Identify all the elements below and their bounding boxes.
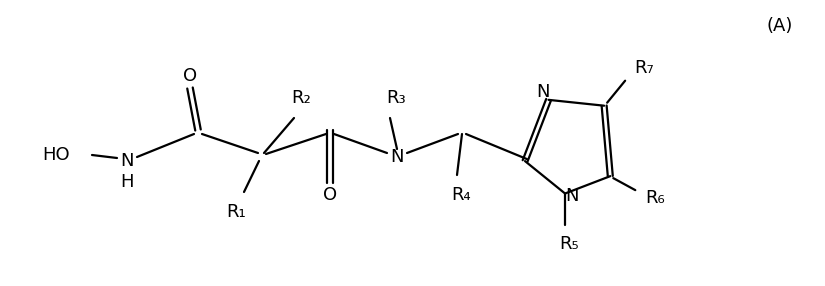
Text: R₁: R₁ (226, 203, 246, 221)
Text: R₇: R₇ (634, 59, 654, 77)
Text: N: N (120, 152, 134, 170)
Text: HO: HO (42, 146, 70, 164)
Text: R₄: R₄ (451, 186, 471, 204)
Text: (A): (A) (766, 17, 793, 35)
Text: R₂: R₂ (291, 89, 311, 107)
Text: R₅: R₅ (559, 235, 579, 253)
Text: O: O (183, 67, 197, 85)
Text: R₆: R₆ (645, 189, 665, 207)
Text: O: O (323, 186, 337, 204)
Text: N: N (390, 148, 403, 166)
Text: H: H (120, 173, 134, 191)
Text: R₃: R₃ (386, 89, 406, 107)
Text: N: N (565, 186, 579, 204)
Text: N: N (535, 83, 549, 101)
